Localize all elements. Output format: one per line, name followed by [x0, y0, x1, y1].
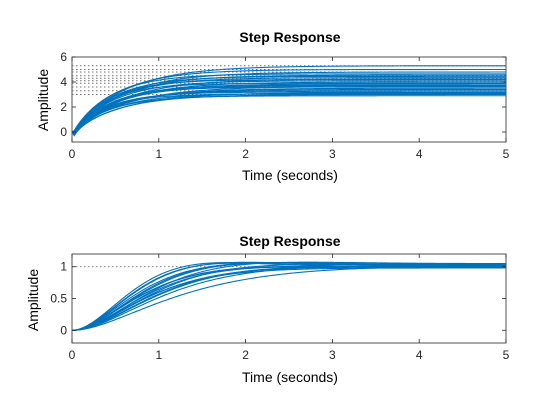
bottom-response-curves [71, 261, 507, 331]
response-curve [71, 78, 506, 136]
x-tick-label: 2 [242, 348, 249, 362]
bottom-step-response-plot: Step Response Time (seconds) Amplitude 0… [25, 233, 510, 385]
response-curve [71, 80, 506, 134]
response-curve [71, 74, 506, 135]
x-tick-label: 4 [416, 147, 423, 161]
y-tick-label: 2 [60, 100, 67, 114]
x-tick-label: 5 [503, 348, 510, 362]
response-curve [71, 92, 506, 136]
bottom-x-ticks: 0 1 2 3 4 5 [69, 254, 510, 362]
response-curve [71, 73, 506, 133]
response-curve [71, 82, 506, 133]
x-tick-label: 2 [242, 147, 249, 161]
x-tick-label: 3 [329, 147, 336, 161]
x-tick-label: 3 [329, 348, 336, 362]
x-tick-label: 5 [503, 147, 510, 161]
bottom-plot-title: Step Response [239, 233, 340, 249]
y-tick-label: 0 [60, 125, 67, 139]
bottom-x-axis-label: Time (seconds) [242, 369, 338, 385]
y-tick-label: 4 [60, 75, 67, 89]
response-curve [71, 266, 506, 331]
y-tick-label: 0.5 [50, 292, 67, 306]
response-curve [71, 65, 506, 134]
response-curve [71, 81, 506, 135]
top-y-axis-label: Amplitude [35, 69, 51, 131]
top-axes-box[interactable] [71, 56, 507, 143]
bottom-y-axis-label: Amplitude [25, 269, 41, 331]
bottom-y-ticks: 00.51 [50, 260, 506, 337]
x-tick-label: 1 [155, 348, 162, 362]
response-curve [71, 95, 506, 134]
top-plot-title: Step Response [239, 29, 340, 45]
response-curve [71, 71, 506, 134]
y-tick-label: 6 [60, 50, 67, 64]
response-curve [71, 261, 506, 331]
x-tick-label: 0 [69, 147, 76, 161]
top-response-curves [71, 65, 506, 137]
response-curve [71, 267, 506, 331]
response-curve [71, 85, 506, 136]
top-x-axis-label: Time (seconds) [242, 167, 338, 183]
top-y-ticks: 0 2 4 6 [60, 50, 506, 139]
response-curve [71, 83, 506, 136]
response-curve [71, 84, 506, 134]
x-tick-label: 0 [69, 348, 76, 362]
response-curve [71, 77, 506, 134]
x-tick-label: 4 [416, 348, 423, 362]
response-curve [71, 265, 507, 331]
y-tick-label: 1 [60, 260, 67, 274]
response-curve [71, 264, 506, 331]
x-tick-label: 1 [155, 147, 162, 161]
top-x-ticks: 0 1 2 3 4 5 [69, 57, 510, 161]
y-tick-label: 0 [60, 323, 67, 337]
top-step-response-plot: Step Response Time (seconds) Amplitude 0… [35, 29, 510, 183]
